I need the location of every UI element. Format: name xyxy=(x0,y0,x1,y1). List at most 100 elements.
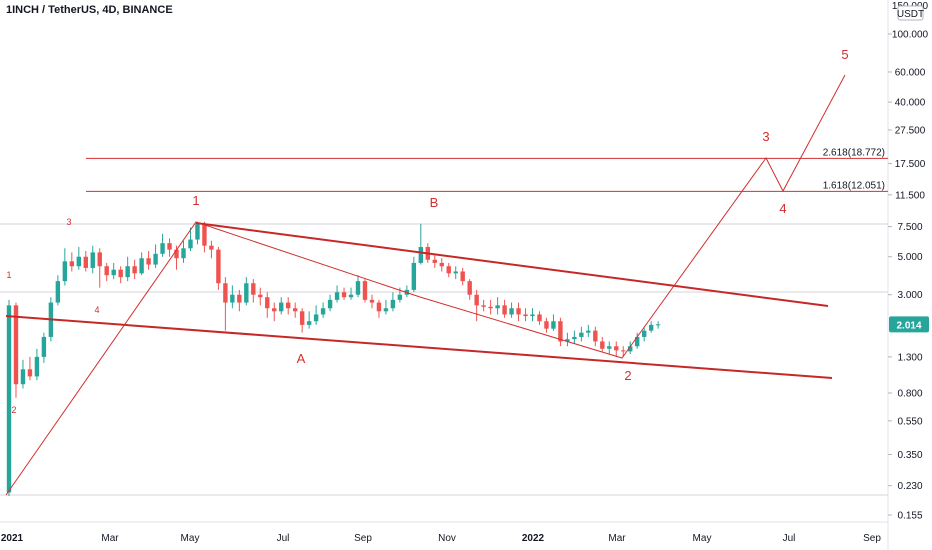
candle-body xyxy=(327,299,333,309)
candle-body xyxy=(299,311,305,325)
candle-body xyxy=(586,330,591,333)
candle-body xyxy=(334,292,340,300)
candle-body xyxy=(655,324,661,326)
candle-body xyxy=(579,332,584,337)
wave-label: 5 xyxy=(841,47,848,62)
candle-body xyxy=(62,261,68,282)
candle-body xyxy=(41,336,47,357)
candle-body xyxy=(251,283,256,295)
candle-body xyxy=(362,281,368,300)
candle-body xyxy=(306,321,312,325)
y-tick-label: 17.500 xyxy=(895,159,926,170)
candle-body xyxy=(551,321,556,329)
channel-lower-line[interactable] xyxy=(5,315,833,379)
y-tick-label: 40.000 xyxy=(895,98,926,109)
wave-label: A xyxy=(297,351,306,366)
wave-label: 4 xyxy=(94,305,99,315)
price-axis[interactable]: 100.000 60.000 40.000 27.500 17.500 11.500 7.5… xyxy=(888,1,929,522)
wave-labels-layer: 1 2 3 4 1 A B 2 3 4 5 xyxy=(6,47,848,415)
last-price-badge xyxy=(889,316,929,333)
x-tick-label: Mar xyxy=(101,533,119,544)
candle-body xyxy=(258,294,263,298)
currency-badge[interactable] xyxy=(897,5,924,21)
x-tick-label: Jul xyxy=(277,533,290,544)
candle-body xyxy=(523,314,528,317)
y-tick-label: 3.000 xyxy=(897,290,922,301)
candles-layer xyxy=(6,221,661,497)
candle-body xyxy=(153,253,158,265)
y-tick-label: 11.500 xyxy=(895,190,925,201)
grid-layer xyxy=(0,0,889,550)
candle-body xyxy=(600,341,605,349)
candle-body xyxy=(481,305,486,307)
candle-body xyxy=(69,261,75,267)
candle-body xyxy=(411,262,417,290)
y-tick-label: 100.000 xyxy=(892,30,929,41)
candle-body xyxy=(320,308,326,315)
wave-label: 1 xyxy=(192,193,199,208)
candle-body xyxy=(488,306,493,309)
candle-body xyxy=(565,339,570,342)
candle-body xyxy=(341,292,347,298)
candle-body xyxy=(369,299,375,303)
wave-label: 3 xyxy=(66,217,71,227)
last-price-label: 2.014 xyxy=(896,320,921,331)
candle-body xyxy=(558,321,563,342)
y-tick-label: 60.000 xyxy=(895,67,926,78)
fib-level-label: 1.618(12.051) xyxy=(823,180,885,191)
candle-body xyxy=(146,258,151,265)
candle-body xyxy=(167,243,172,250)
time-axis[interactable]: 2021 Mar May Jul Sep Nov 2022 Mar May Jul Sep xyxy=(1,533,881,544)
y-tick-label: 7.500 xyxy=(897,222,922,233)
x-tick-label: Mar xyxy=(608,533,626,544)
candle-body xyxy=(607,346,612,349)
candle-body xyxy=(572,336,577,340)
wave-label: 2 xyxy=(624,368,631,383)
candle-body xyxy=(628,346,633,352)
candle-body xyxy=(160,243,165,254)
candle-body xyxy=(272,308,277,312)
candle-body xyxy=(244,283,249,303)
x-tick-label: 2021 xyxy=(1,533,24,544)
candle-body xyxy=(139,258,144,274)
candle-body xyxy=(376,302,382,312)
candle-body xyxy=(237,294,242,303)
y-tick-label: 0.550 xyxy=(897,416,922,427)
candle-body xyxy=(641,330,647,337)
candle-body xyxy=(20,369,26,385)
y-tick-label: 0.800 xyxy=(897,388,922,399)
candle-body xyxy=(648,324,654,331)
candle-body xyxy=(83,256,88,268)
candle-body xyxy=(195,223,200,240)
candle-body xyxy=(27,369,33,377)
candle-body xyxy=(432,259,437,263)
channel-upper-line[interactable] xyxy=(195,222,829,307)
candle-body xyxy=(502,305,507,315)
candle-body xyxy=(621,350,626,352)
y-tick-label: 1.300 xyxy=(897,352,922,363)
elliott-wave-path[interactable] xyxy=(5,74,846,496)
y-tick-label: 0.155 xyxy=(897,511,922,522)
candle-body xyxy=(593,330,598,342)
wave-label: 2 xyxy=(11,405,16,415)
candle-body xyxy=(453,271,458,274)
currency-label: USDT xyxy=(897,9,924,20)
candle-body xyxy=(265,297,270,309)
candle-body xyxy=(544,321,549,329)
candle-body xyxy=(530,314,535,317)
candle-body xyxy=(279,302,284,312)
candle-body xyxy=(439,262,444,267)
candle-body xyxy=(418,246,424,263)
candle-body xyxy=(216,249,221,284)
x-tick-label: Jul xyxy=(783,533,796,544)
x-tick-label: Nov xyxy=(438,533,456,544)
wave-label: B xyxy=(430,195,439,210)
candle-body xyxy=(474,294,479,306)
candle-body xyxy=(104,266,109,276)
candle-body xyxy=(516,308,521,315)
candle-body xyxy=(390,299,396,309)
candle-body xyxy=(537,314,542,322)
candle-body xyxy=(286,302,291,309)
wave-label: 4 xyxy=(779,201,786,216)
